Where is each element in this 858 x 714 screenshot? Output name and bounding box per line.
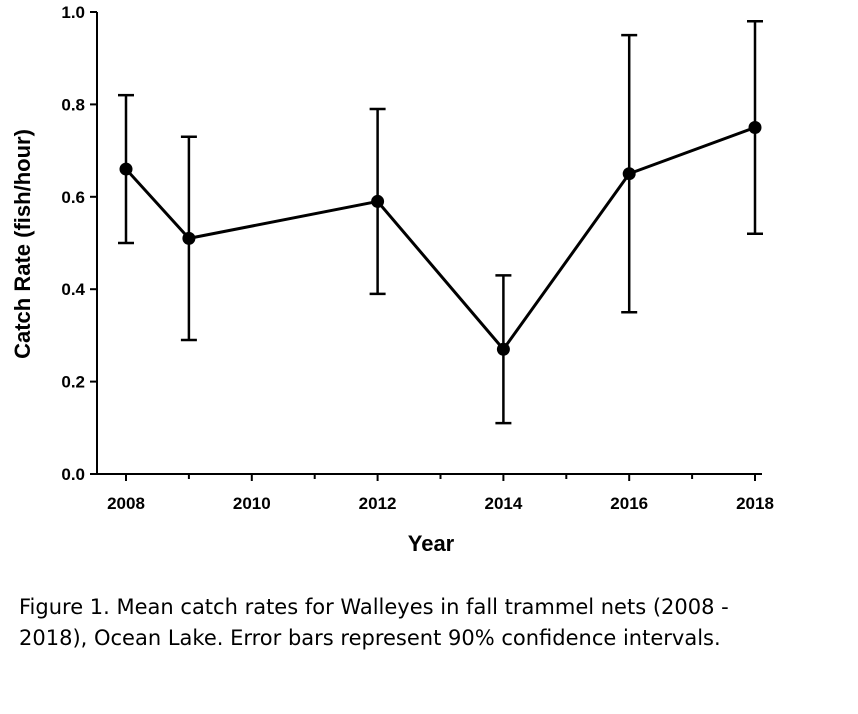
y-tick-label: 0.8 bbox=[61, 95, 85, 114]
x-tick-label: 2014 bbox=[484, 494, 522, 513]
figure-caption: Figure 1. Mean catch rates for Walleyes … bbox=[19, 595, 729, 650]
x-tick-label: 2008 bbox=[107, 494, 145, 513]
data-point bbox=[182, 231, 196, 245]
series-line bbox=[124, 126, 756, 351]
y-tick-label: 0.2 bbox=[61, 373, 85, 392]
x-tick-label: 2010 bbox=[233, 494, 271, 513]
x-axis-title: Year bbox=[408, 531, 455, 556]
x-tick-label: 2012 bbox=[359, 494, 397, 513]
data-point bbox=[371, 194, 385, 208]
x-tick-label: 2018 bbox=[736, 494, 774, 513]
x-tick-label: 2016 bbox=[610, 494, 648, 513]
y-tick-label: 0.6 bbox=[61, 188, 85, 207]
data-point bbox=[748, 121, 762, 134]
y-axis-title: Catch Rate (fish/hour) bbox=[10, 129, 35, 359]
y-tick-label: 0.4 bbox=[61, 280, 85, 299]
plot-area bbox=[118, 19, 763, 425]
data-point bbox=[496, 342, 510, 356]
line-chart: 0.0 0.2 0.4 0.6 0.8 1.0 2008 2010 2012 2014 2016 20… bbox=[10, 3, 774, 556]
y-tick-label: 0.0 bbox=[61, 465, 85, 484]
data-point bbox=[622, 167, 636, 181]
data-point bbox=[119, 162, 133, 176]
y-tick-label: 1.0 bbox=[61, 3, 85, 22]
axes: 0.0 0.2 0.4 0.6 0.8 1.0 2008 2010 2012 2014 2016 20… bbox=[61, 3, 774, 513]
